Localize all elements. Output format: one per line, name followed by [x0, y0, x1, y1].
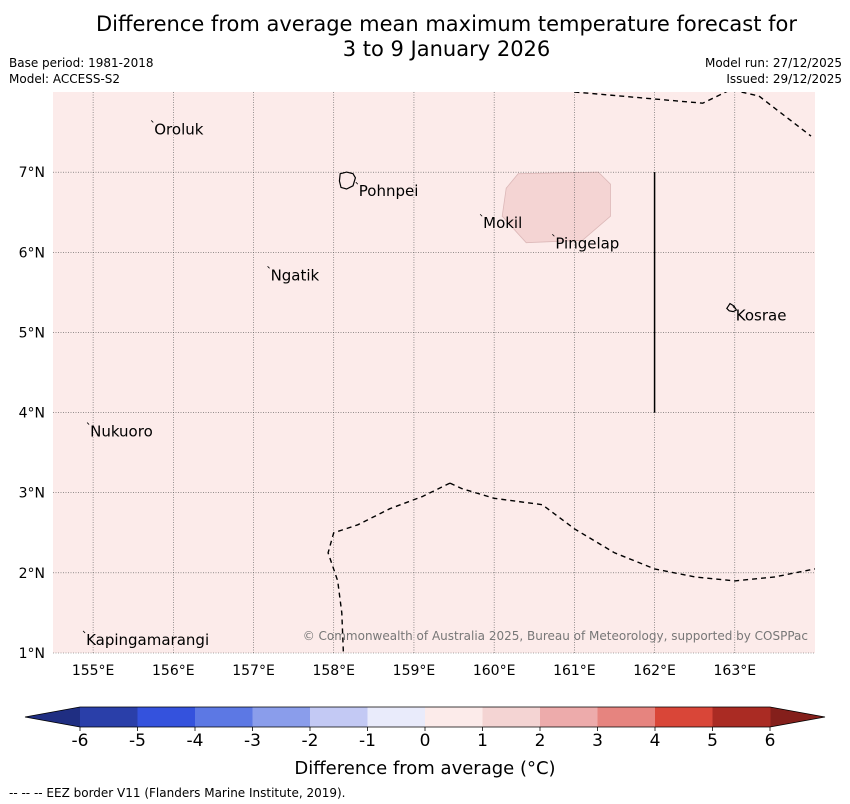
place-label-nukuoro: Nukuoro [90, 423, 153, 441]
colorbar-segment [655, 707, 713, 727]
eez-footer: -- -- -- EEZ border V11 (Flanders Marine… [9, 786, 346, 800]
chart-title: Difference from average mean maximum tem… [0, 12, 850, 62]
lat-tick-label: 3°N [19, 486, 45, 502]
title-line-1: Difference from average mean maximum tem… [96, 12, 797, 36]
lon-tick-label: 161°E [553, 663, 596, 679]
colorbar-tick-label: -1 [359, 731, 376, 751]
colorbar-tick-label: -2 [302, 731, 319, 751]
place-label-kapingamarangi: Kapingamarangi [86, 631, 209, 649]
eez-border-1 [574, 92, 812, 137]
lat-tick-label: 6°N [19, 245, 45, 261]
place-marker-kapingamarangi [82, 630, 86, 634]
colorbar-segment [425, 707, 483, 727]
copyright-credit: © Commonwealth of Australia 2025, Bureau… [303, 629, 808, 643]
colorbar-segment [597, 707, 656, 727]
place-marker-nukuoro [86, 422, 90, 425]
meta-right: Model run: 27/12/2025 Issued: 29/12/2025 [705, 55, 842, 87]
place-label-kosrae: Kosrae [736, 306, 787, 324]
eez-border-3 [327, 482, 451, 653]
place-marker-kosrae [732, 306, 736, 309]
place-marker-pohnpei [355, 181, 359, 185]
colorbar-over-extension [770, 707, 825, 727]
map-background-anomaly [53, 92, 815, 653]
lon-tick-label: 159°E [393, 663, 436, 679]
colorbar-tick-label: 3 [592, 731, 603, 751]
lat-tick-label: 5°N [19, 325, 45, 341]
colorbar-tick-label: 1 [477, 731, 488, 751]
coastline-pohnpei [338, 171, 357, 190]
colorbar-tick-label: 0 [420, 731, 431, 751]
colorbar-tick-label: -6 [72, 731, 89, 751]
place-label-pohnpei: Pohnpei [359, 182, 419, 200]
lat-tick-label: 4°N [19, 406, 45, 422]
lon-tick-label: 155°E [72, 663, 115, 679]
colorbar-segment [310, 707, 368, 727]
model-run: Model run: 27/12/2025 [704, 56, 842, 70]
meta-left: Base period: 1981-2018 Model: ACCESS-S2 [9, 55, 154, 87]
anomaly-region-1 [501, 171, 611, 244]
colorbar-segment [540, 707, 598, 727]
place-marker-pingelap [552, 233, 555, 237]
colorbar-tick-label: -5 [129, 731, 146, 751]
colorbar-tick-label: 5 [707, 731, 718, 751]
colorbar-segment [195, 707, 253, 727]
lon-tick-label: 160°E [473, 663, 516, 679]
lon-tick-label: 157°E [232, 663, 275, 679]
place-label-pingelap: Pingelap [555, 234, 619, 252]
colorbar-segment [712, 707, 771, 727]
lon-tick-label: 163°E [714, 663, 757, 679]
place-marker-ngatik [267, 266, 270, 269]
place-label-mokil: Mokil [483, 214, 522, 232]
colorbar-title: Difference from average (°C) [294, 758, 555, 779]
colorbar-tick-label: 6 [765, 731, 776, 751]
lat-tick-label: 7°N [19, 165, 45, 181]
colorbar-tick-label: -4 [187, 731, 204, 751]
colorbar-under-extension [25, 707, 80, 727]
place-marker-mokil [479, 213, 483, 217]
colorbar-tick-label: -3 [244, 731, 261, 751]
colorbar-segment [137, 707, 196, 727]
coastline-kosrae [726, 302, 738, 313]
colorbar-segment [367, 707, 426, 727]
lat-tick-label: 1°N [19, 646, 45, 662]
model-name: Model: ACCESS-S2 [9, 72, 121, 86]
colorbar-tick-label: 4 [650, 731, 661, 751]
place-label-oroluk: Oroluk [154, 120, 203, 138]
lon-tick-label: 156°E [152, 663, 195, 679]
base-period: Base period: 1981-2018 [9, 56, 154, 70]
lon-tick-label: 158°E [312, 663, 355, 679]
place-label-ngatik: Ngatik [271, 266, 320, 284]
lat-tick-label: 2°N [19, 566, 45, 582]
eez-border-2 [449, 482, 815, 582]
colorbar-tick-label: 2 [535, 731, 546, 751]
lon-tick-label: 162°E [633, 663, 676, 679]
colorbar-segment [252, 707, 311, 727]
colorbar-segment [482, 707, 541, 727]
colorbar-segment [80, 707, 138, 727]
title-line-2: 3 to 9 January 2026 [342, 37, 551, 61]
place-marker-oroluk [150, 120, 154, 123]
issued-date: Issued: 29/12/2025 [726, 72, 842, 86]
